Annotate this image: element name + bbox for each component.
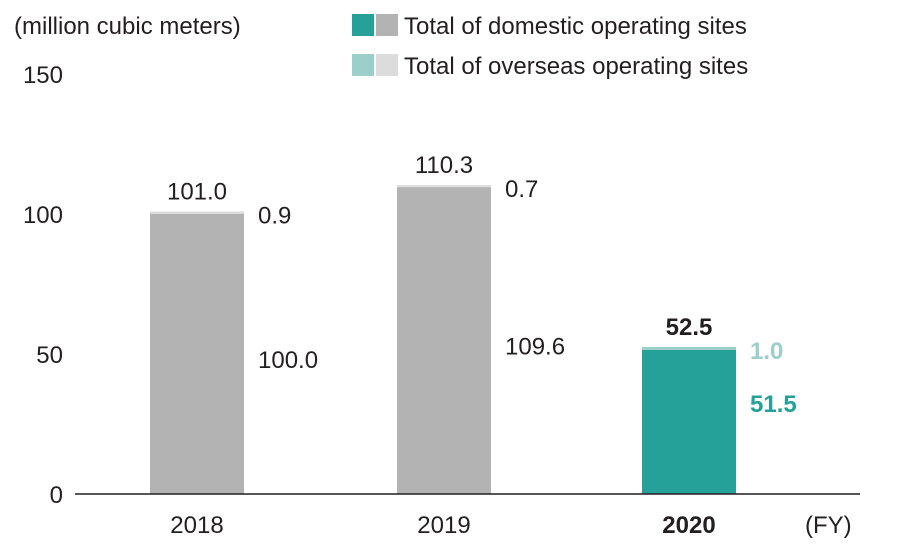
y-tick-label: 0: [50, 482, 63, 509]
legend-overseas-swatch-gray: [376, 54, 398, 76]
total-label: 52.5: [666, 314, 713, 341]
y-tick-label: 100: [23, 202, 63, 229]
y-axis: 150 100 50 0: [23, 62, 63, 509]
domestic-value-label: 109.6: [505, 334, 565, 361]
y-tick-label: 150: [23, 62, 63, 89]
x-tick-label: 2019: [417, 512, 470, 539]
legend-overseas-label: Total of overseas operating sites: [404, 53, 748, 80]
bar-overseas-2019: [397, 185, 491, 188]
y-tick-label: 50: [36, 342, 63, 369]
bar-overseas-2020: [642, 347, 736, 350]
overseas-value-label: 0.9: [258, 202, 291, 229]
bar-domestic-2018: [150, 214, 244, 494]
x-tick-label: 2020: [662, 512, 715, 539]
legend: Total of domestic operating sites Total …: [352, 13, 748, 80]
x-unit-label: (FY): [805, 512, 852, 539]
bar-domestic-2019: [397, 187, 491, 494]
total-label: 101.0: [167, 178, 227, 205]
overseas-value-label: 1.0: [750, 338, 783, 365]
x-tick-label: 2018: [170, 512, 223, 539]
bars: [150, 185, 736, 494]
unit-label: (million cubic meters): [14, 13, 241, 40]
legend-domestic-swatch-highlight: [352, 14, 374, 36]
legend-overseas-swatch-highlight: [352, 54, 374, 76]
data-labels: 2018 101.0 0.9 100.0 2019 110.3 0.7 109.6 2020 52…: [167, 152, 797, 539]
bar-domestic-2020: [642, 349, 736, 494]
domestic-value-label: 51.5: [750, 391, 797, 418]
legend-domestic-label: Total of domestic operating sites: [404, 13, 747, 40]
total-label: 110.3: [415, 152, 473, 179]
domestic-value-label: 100.0: [258, 347, 318, 374]
overseas-value-label: 0.7: [505, 176, 538, 203]
legend-domestic-swatch-gray: [376, 14, 398, 36]
bar-overseas-2018: [150, 211, 244, 214]
